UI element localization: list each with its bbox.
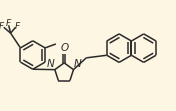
Text: O: O [60, 43, 68, 53]
Text: F: F [15, 22, 20, 31]
Text: N: N [74, 59, 82, 69]
Text: N: N [47, 59, 54, 69]
Text: F: F [6, 19, 11, 28]
Text: F: F [0, 22, 4, 31]
